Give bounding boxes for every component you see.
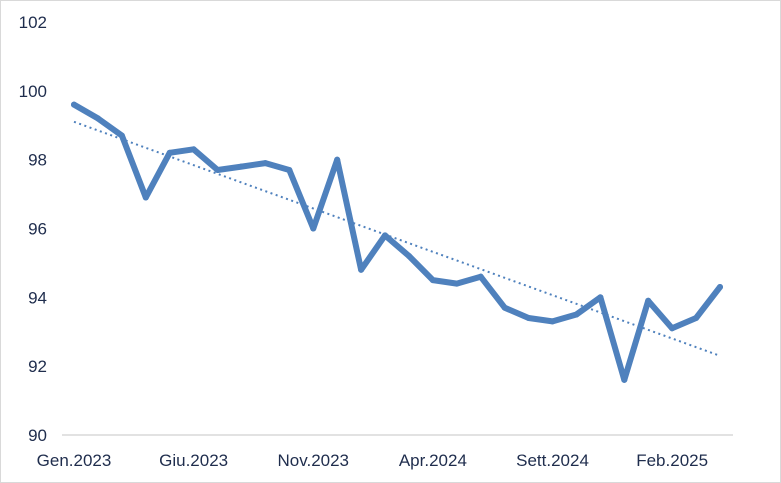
data-point — [334, 156, 341, 163]
data-point — [717, 284, 723, 291]
data-point — [477, 273, 484, 280]
data-point — [238, 163, 245, 170]
x-tick-label: Giu.2023 — [159, 451, 228, 470]
y-tick-label: 94 — [28, 288, 47, 307]
data-point — [501, 304, 508, 311]
data-point — [142, 194, 149, 201]
data-point — [549, 318, 556, 325]
data-point — [310, 225, 317, 232]
y-tick-label: 96 — [28, 220, 47, 239]
data-point — [597, 294, 604, 301]
data-point — [118, 132, 125, 139]
data-point — [358, 266, 365, 273]
data-point — [525, 314, 532, 321]
data-point — [573, 311, 580, 318]
y-tick-label: 100 — [19, 82, 47, 101]
data-point — [214, 166, 221, 173]
x-axis-ticks: Gen.2023 Giu.2023 Nov.2023 Apr.2024 Sett.202… — [37, 451, 708, 470]
data-point — [382, 232, 389, 239]
y-axis-ticks: 90 92 94 96 98 100 102 — [19, 13, 47, 445]
data-point — [453, 280, 460, 287]
data-point — [405, 253, 412, 260]
x-tick-label: Nov.2023 — [278, 451, 350, 470]
data-point — [166, 149, 173, 156]
data-point — [693, 314, 700, 321]
x-tick-label: Sett.2024 — [516, 451, 589, 470]
y-tick-label: 92 — [28, 357, 47, 376]
data-point — [71, 101, 77, 108]
x-tick-label: Feb.2025 — [636, 451, 708, 470]
y-tick-label: 98 — [28, 151, 47, 170]
y-tick-label: 102 — [19, 13, 47, 32]
data-point — [429, 277, 436, 284]
series-line — [71, 101, 723, 383]
x-tick-label: Gen.2023 — [37, 451, 112, 470]
x-tick-label: Apr.2024 — [399, 451, 467, 470]
data-point — [94, 115, 101, 122]
data-point — [286, 166, 293, 173]
data-point — [669, 325, 676, 332]
data-point — [190, 146, 197, 153]
y-tick-label: 90 — [28, 426, 47, 445]
data-point — [621, 376, 628, 383]
data-point — [645, 297, 652, 304]
trendline — [73, 120, 721, 357]
data-points — [71, 101, 723, 383]
data-point — [262, 160, 269, 167]
